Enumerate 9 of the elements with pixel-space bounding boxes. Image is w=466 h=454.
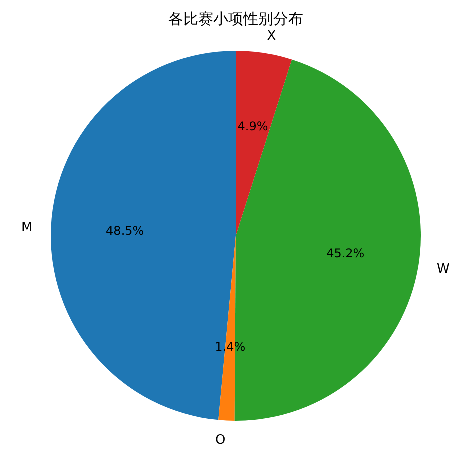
data-label: 1.4%: [215, 340, 246, 354]
slice-label: M: [22, 220, 33, 236]
data-label: 45.2%: [326, 246, 365, 260]
slice-label: O: [216, 433, 226, 448]
slice-label: X: [267, 28, 276, 44]
data-label: 48.5%: [106, 224, 144, 238]
chart-title: 各比赛小项性别分布: [168, 10, 304, 28]
data-label: 4.9%: [238, 119, 268, 134]
slice-label: W: [436, 262, 450, 277]
